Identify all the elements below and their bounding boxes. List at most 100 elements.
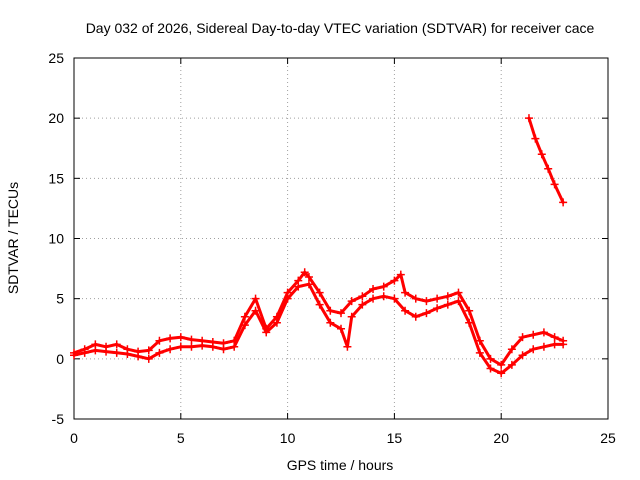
data-point <box>486 354 495 363</box>
data-point <box>411 312 420 321</box>
data-point <box>208 342 217 351</box>
data-point <box>155 336 164 345</box>
data-point <box>486 364 495 373</box>
x-tick-label: 20 <box>493 430 509 446</box>
data-point <box>550 340 559 349</box>
data-point <box>518 351 527 360</box>
x-tick-label: 10 <box>280 430 296 446</box>
data-point <box>559 340 568 349</box>
data-point <box>166 334 175 343</box>
data-point <box>433 294 442 303</box>
y-tick-label: 15 <box>48 170 64 186</box>
y-tick-label: 20 <box>48 110 64 126</box>
data-point <box>390 294 399 303</box>
data-point <box>411 294 420 303</box>
data-point <box>390 276 399 285</box>
series-track-c <box>524 114 568 207</box>
data-point <box>112 340 121 349</box>
data-point <box>369 294 378 303</box>
data-point <box>537 150 546 159</box>
y-tick-label: -5 <box>52 411 65 427</box>
data-point <box>358 300 367 309</box>
data-point <box>531 134 540 143</box>
data-point <box>379 282 388 291</box>
data-point <box>326 306 335 315</box>
data-point <box>155 348 164 357</box>
data-point <box>524 114 533 123</box>
data-point <box>369 285 378 294</box>
data-point <box>347 297 356 306</box>
data-point <box>294 282 303 291</box>
data-point <box>337 309 345 318</box>
series-track-b <box>70 280 568 378</box>
y-tick-label: 25 <box>48 50 64 66</box>
data-point <box>102 347 111 356</box>
data-point <box>518 333 527 342</box>
y-tick-label: 0 <box>56 351 64 367</box>
y-tick-label: 5 <box>56 291 64 307</box>
data-point <box>422 309 431 318</box>
data-point <box>80 348 89 357</box>
y-axis-label: SDTVAR / TECUs <box>5 182 21 294</box>
data-point <box>454 297 463 306</box>
data-point <box>529 330 538 339</box>
data-point <box>272 318 281 327</box>
data-point <box>315 288 324 297</box>
data-point <box>144 354 153 363</box>
data-point <box>304 273 313 282</box>
data-point <box>251 294 260 303</box>
data-point <box>219 345 228 354</box>
data-point <box>539 342 548 351</box>
data-point <box>507 345 516 354</box>
data-point <box>550 333 559 342</box>
data-point <box>475 348 484 357</box>
data-point <box>396 270 405 279</box>
x-tick-label: 15 <box>387 430 403 446</box>
data-point <box>559 198 568 207</box>
data-point <box>343 342 352 351</box>
data-point <box>529 345 538 354</box>
data-point <box>507 360 516 369</box>
data-point <box>70 351 78 360</box>
data-point <box>176 342 185 351</box>
data-point <box>144 346 153 355</box>
data-point <box>300 268 309 277</box>
data-point <box>379 292 388 301</box>
data-point <box>550 180 559 189</box>
data-point <box>91 346 100 355</box>
data-point <box>539 328 548 337</box>
data-point <box>166 345 175 354</box>
x-tick-label: 0 <box>70 430 78 446</box>
data-point <box>112 348 121 357</box>
data-point <box>465 306 474 315</box>
data-point <box>283 294 292 303</box>
data-point <box>262 328 271 337</box>
series-track-a <box>70 268 568 369</box>
data-point <box>240 312 249 321</box>
data-point <box>497 369 506 378</box>
data-point <box>187 335 196 344</box>
x-axis-label: GPS time / hours <box>287 457 394 473</box>
data-point <box>401 306 410 315</box>
data-point <box>123 350 132 359</box>
data-series <box>70 114 568 378</box>
grid-lines <box>74 58 608 419</box>
y-tick-label: 10 <box>48 231 64 247</box>
data-point <box>544 164 553 173</box>
data-point <box>465 318 474 327</box>
data-point <box>454 288 463 297</box>
data-point <box>358 292 367 301</box>
data-point <box>230 342 239 351</box>
data-point <box>443 292 452 301</box>
series-line <box>72 282 565 375</box>
data-point <box>134 352 143 361</box>
series-line <box>527 116 565 204</box>
data-point <box>315 300 324 309</box>
data-point <box>443 300 452 309</box>
x-tick-label: 25 <box>600 430 616 446</box>
data-point <box>497 360 506 369</box>
chart-title: Day 032 of 2026, Sidereal Day-to-day VTE… <box>86 20 595 36</box>
data-point <box>422 297 431 306</box>
data-point <box>251 306 260 315</box>
